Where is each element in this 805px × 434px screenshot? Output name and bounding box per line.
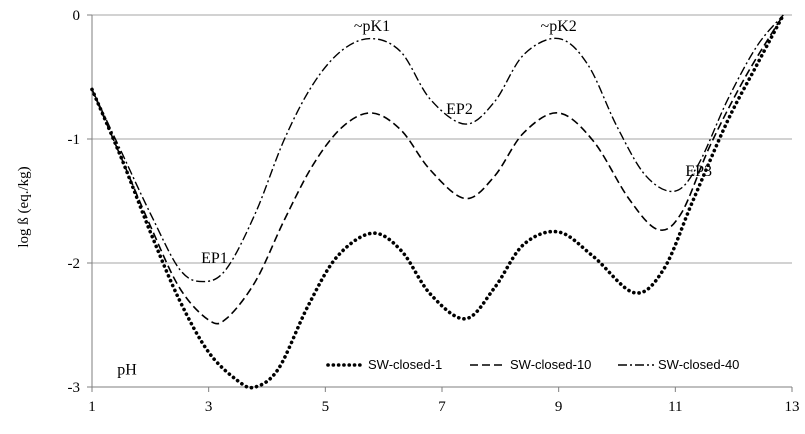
x-tick-label: 13 bbox=[785, 399, 800, 415]
series-line-sw-closed-1 bbox=[90, 13, 786, 390]
grid bbox=[92, 14, 792, 264]
series-line-sw-closed-10 bbox=[91, 14, 784, 325]
series-group bbox=[90, 13, 786, 390]
legend-label: SW-closed-1 bbox=[368, 357, 442, 372]
x-tick-label: 1 bbox=[88, 399, 96, 415]
annotation-ep3: EP3 bbox=[685, 163, 712, 180]
legend-label: SW-closed-10 bbox=[510, 357, 591, 372]
legend: SW-closed-1 SW-closed-10 SW-closed-40 bbox=[326, 357, 739, 372]
x-tick-label: 9 bbox=[555, 399, 563, 415]
y-tick-label: -2 bbox=[68, 256, 81, 272]
annotation-ep2: EP2 bbox=[446, 101, 473, 118]
annotation-ep1: EP1 bbox=[201, 250, 228, 267]
y-axis-label: log ß (eq./kg) bbox=[16, 166, 32, 247]
tick-labels: 1 3 5 7 9 11 13-3-2-10 bbox=[68, 8, 800, 415]
annotation-pk1: ~pK1 bbox=[354, 18, 390, 35]
x-tick-label: 11 bbox=[668, 399, 682, 415]
axes bbox=[87, 14, 793, 392]
y-tick-label: -3 bbox=[68, 380, 81, 396]
annotations: ~pK1 ~pK2 EP1 EP2 EP3 pH bbox=[117, 18, 712, 378]
x-tick-label: 7 bbox=[438, 399, 446, 415]
series-line-sw-closed-40 bbox=[91, 14, 784, 283]
x-tick-label: 5 bbox=[322, 399, 330, 415]
y-tick-label: 0 bbox=[73, 8, 81, 24]
annotation-ph: pH bbox=[117, 362, 137, 379]
x-tick-label: 3 bbox=[205, 399, 213, 415]
legend-label: SW-closed-40 bbox=[658, 357, 739, 372]
y-tick-label: -1 bbox=[68, 132, 81, 148]
annotation-pk2: ~pK2 bbox=[541, 18, 577, 35]
